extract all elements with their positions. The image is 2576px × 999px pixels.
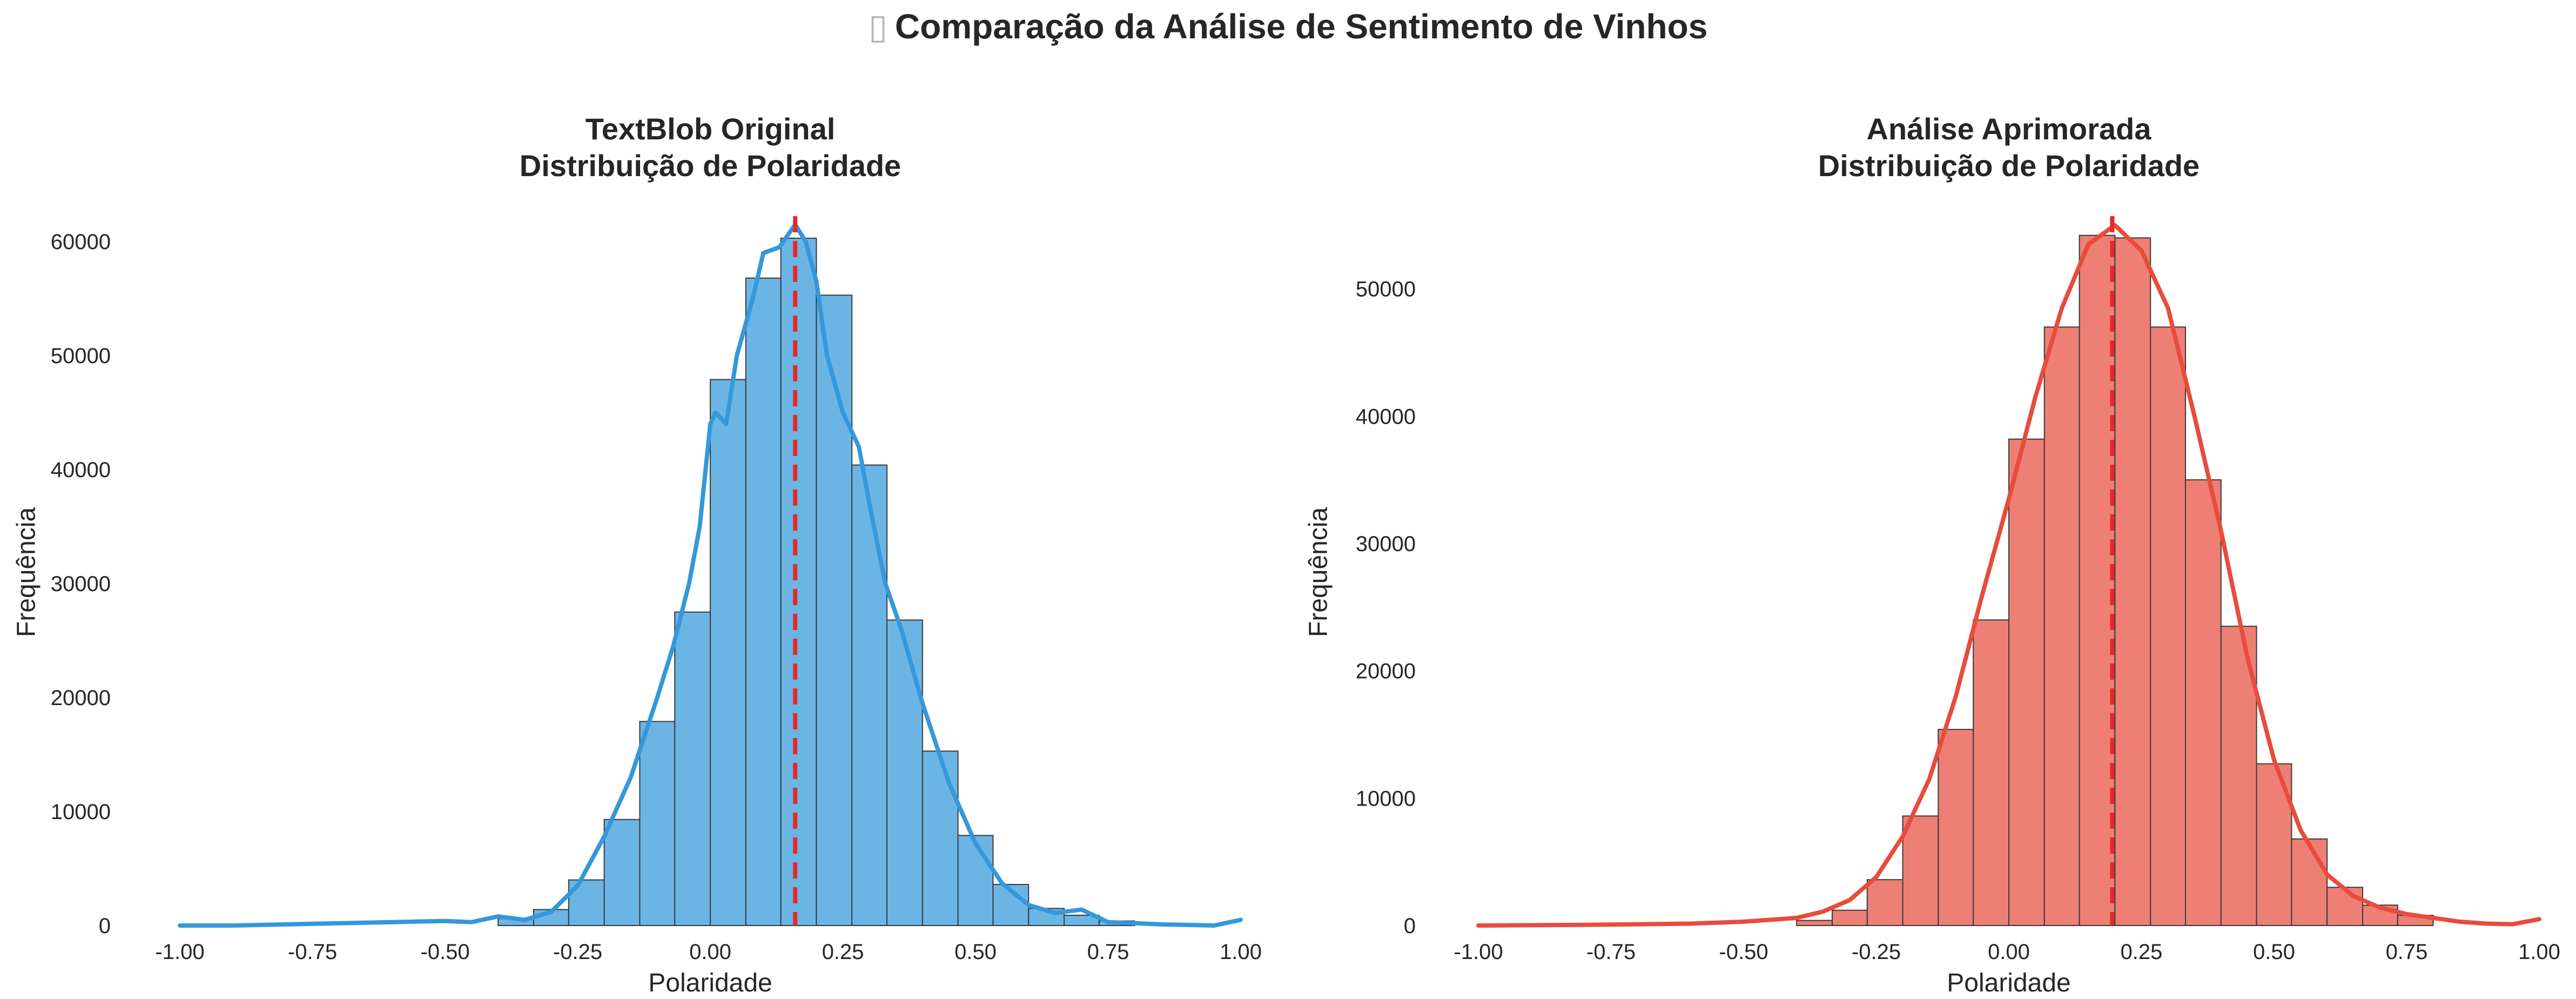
y-tick-label: 30000 [1356, 532, 1416, 556]
x-tick-label: 0.00 [689, 940, 731, 964]
histogram-bar [816, 294, 853, 926]
y-tick-label: 10000 [1356, 787, 1416, 810]
chart-title-line1: Análise Aprimorada [1867, 112, 2152, 146]
suptitle: ▯ Comparação da Análise de Sentimento de … [0, 6, 2576, 47]
histogram-bar [2150, 326, 2187, 926]
suptitle-text: Comparação da Análise de Sentimento de V… [894, 7, 1708, 46]
y-tick-label: 60000 [51, 230, 111, 254]
x-tick-label: -0.75 [1586, 940, 1636, 964]
chart-title-line1: TextBlob Original [586, 112, 836, 146]
histogram-bar [710, 379, 746, 926]
histogram-bars [497, 237, 1135, 927]
x-tick-label: 0.50 [954, 940, 997, 964]
x-tick-label: -0.25 [1852, 940, 1901, 964]
x-tick-labels: -1.00 -0.75 -0.50 -0.25 0.00 0.25 0.50 0.75 1.00 [1454, 940, 2560, 964]
chart-title-line2: Distribuição de Polaridade [1818, 149, 2200, 183]
x-tick-label: 1.00 [2518, 940, 2560, 964]
histogram-bar [603, 819, 641, 927]
missing-glyph-icon: ▯ [868, 7, 887, 46]
histogram-bar [1063, 915, 1100, 927]
x-tick-label: -1.00 [155, 940, 204, 964]
histogram-bar [2291, 838, 2328, 927]
x-tick-label: 0.00 [1988, 940, 2030, 964]
y-tick-label: 20000 [1356, 660, 1416, 683]
x-tick-label: 0.25 [2121, 940, 2163, 964]
kde-line [1476, 223, 2541, 928]
x-tick-labels: -1.00 -0.75 -0.50 -0.25 0.00 0.25 0.50 0.75 1.00 [155, 940, 1262, 964]
histogram-bar [639, 721, 676, 927]
x-axis-label: Polaridade [648, 969, 772, 997]
histogram-bar [2008, 438, 2045, 926]
x-axis-label: Polaridade [1947, 969, 2071, 997]
y-tick-label: 20000 [51, 686, 111, 710]
histogram-bar [1831, 909, 1868, 926]
histogram-bar [780, 237, 817, 926]
histogram-bar [2043, 326, 2080, 926]
histogram-bar [1902, 815, 1939, 927]
x-tick-label: 0.50 [2253, 940, 2295, 964]
y-axis-label: Frequência [1304, 507, 1333, 637]
x-tick-label: 0.75 [1087, 940, 1129, 964]
y-axis-label: Frequência [12, 507, 41, 637]
x-tick-label: 1.00 [1220, 940, 1262, 964]
y-tick-labels: 0 10000 20000 30000 40000 50000 60000 [51, 230, 111, 938]
y-tick-labels: 0 10000 20000 30000 40000 50000 [1356, 278, 1416, 938]
histogram-bar [1866, 879, 1904, 926]
histogram-bar [957, 835, 994, 926]
chart-title-line2: Distribuição de Polaridade [520, 149, 901, 183]
y-tick-label: 50000 [51, 344, 111, 368]
histogram-bar [2326, 887, 2363, 926]
x-tick-label: -0.75 [288, 940, 337, 964]
histogram-bar [1796, 920, 1833, 927]
y-tick-label: 50000 [1356, 278, 1416, 301]
y-tick-label: 0 [99, 914, 111, 938]
histogram-bar [851, 464, 888, 926]
histogram-bar [2114, 237, 2151, 927]
histogram-bar [1973, 619, 2010, 927]
histogram-bars [1796, 234, 2434, 927]
x-tick-label: -0.50 [1719, 940, 1768, 964]
y-tick-label: 10000 [51, 800, 111, 824]
histogram-bar [922, 750, 959, 926]
y-tick-label: 30000 [51, 572, 111, 596]
histogram-bar [2079, 234, 2116, 927]
histogram-bar [2185, 479, 2222, 926]
histogram-bar [674, 611, 711, 927]
histogram-bar [745, 277, 782, 926]
kde-line [178, 222, 1243, 928]
y-tick-label: 0 [1404, 914, 1416, 938]
histogram-bar [1938, 729, 1974, 926]
x-tick-label: -0.50 [420, 940, 469, 964]
x-tick-label: 0.25 [822, 940, 864, 964]
x-tick-label: -0.25 [553, 940, 602, 964]
x-tick-label: -1.00 [1454, 940, 1503, 964]
x-tick-label: 0.75 [2386, 940, 2428, 964]
y-tick-label: 40000 [51, 458, 111, 482]
histogram-bar [886, 619, 923, 926]
y-tick-label: 40000 [1356, 405, 1416, 428]
